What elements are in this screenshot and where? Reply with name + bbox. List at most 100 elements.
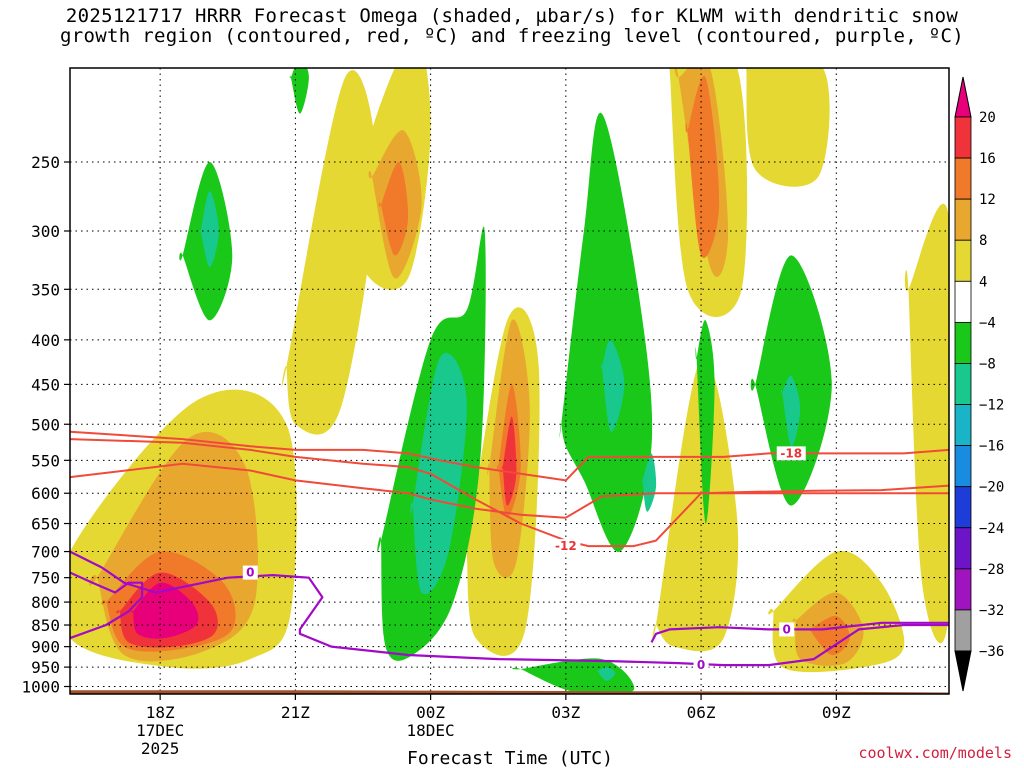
omega-region-2-1 [379,161,409,256]
omega-region-6-2 [600,339,625,432]
contour-label-4: 0 [697,658,705,672]
colorbar-label-11: −28 [979,562,1004,578]
omega-region-5-3 [559,112,653,552]
x-tick-date-18Z: 17DEC [136,721,184,740]
colorbar-label-12: −32 [979,603,1004,619]
colorbar: 20 16 12 8 4 −4 −8 −12 −16 −20 −24 −28 −32 −36 [954,76,1004,692]
y-tick-label-500: 500 [31,415,60,434]
colorbar-bin-5 [954,280,972,323]
freezing-contour-2 [650,621,949,643]
contour-label-bg-4 [693,658,709,673]
colorbar-label-5: −4 [979,315,996,331]
chart-title-line1: 2025121717 HRRR Forecast Omega (shaded, … [65,5,959,27]
x-tick-year-18Z: 2025 [141,739,180,758]
colorbar-bottom-arrow [954,650,972,692]
omega-region-0-1 [281,70,377,435]
omega-shading-layer [70,68,949,694]
colorbar-label-3: 8 [979,233,987,249]
colorbar-top-arrow [954,76,972,118]
colorbar-bin-6 [954,321,972,364]
contour-layer: -12 -18 0 0 0 [70,430,949,673]
dgz-contour-0 [70,462,949,519]
omega-region-6-0 [199,191,219,267]
dgz-contour-1 [70,438,949,548]
credit-text[interactable]: coolwx.com/models [858,744,1012,762]
x-tick-label-09Z: 09Z [822,703,851,722]
x-tick-label-00Z: 00Z [416,703,445,722]
y-tick-label-700: 700 [31,543,60,562]
omega-region-6-4 [781,375,801,447]
y-tick-label-850: 850 [31,616,60,635]
y-tick-label-600: 600 [31,484,60,503]
colorbar-label-10: −24 [979,521,1004,537]
omega-region-5-4 [695,320,715,524]
y-tick-label-950: 950 [31,658,60,677]
colorbar-label-1: 16 [979,151,996,167]
y-tick-label-450: 450 [31,375,60,394]
colorbar-bin-2 [954,157,972,200]
colorbar-bin-13 [954,609,972,652]
x-axis-label: Forecast Time (UTC) [407,748,613,768]
contour-label-0: -12 [555,539,577,553]
plot-frame [69,67,950,695]
omega-region-6-5 [596,667,616,681]
y-tick-label-800: 800 [31,593,60,612]
x-tick-label-21Z: 21Z [281,703,310,722]
omega-region-2-3 [685,75,720,259]
colorbar-bin-10 [954,486,972,529]
omega-region-3-1 [501,416,517,506]
y-tick-label-750: 750 [31,569,60,588]
colorbar-label-7: −12 [979,398,1004,414]
freezing-contour-1 [70,571,144,640]
colorbar-bin-9 [954,445,972,488]
x-tick-label-06Z: 06Z [687,703,716,722]
contour-label-bg-0 [551,539,581,554]
omega-region-6-3 [641,453,657,512]
axis-layer: 250 300 350 400 450 500 550 600 650 700 750 800 850 9… [21,153,851,758]
x-tick-label-03Z: 03Z [551,703,580,722]
omega-region-2-4 [806,615,850,656]
colorbar-bin-4 [954,239,972,282]
colorbar-bin-12 [954,568,972,611]
y-tick-label-250: 250 [31,153,60,172]
omega-region-0-5 [746,68,830,187]
x-tick-date-00Z: 18DEC [407,721,455,740]
terrain-layer [70,690,949,694]
y-tick-label-900: 900 [31,638,60,657]
freezing-contour-0 [70,550,949,667]
colorbar-label-9: −20 [979,480,1004,496]
y-tick-label-350: 350 [31,280,60,299]
colorbar-bin-11 [954,527,972,570]
contour-label-2: 0 [246,566,254,580]
omega-region-0-8 [904,204,949,644]
colorbar-label-2: 12 [979,192,996,208]
colorbar-label-6: −8 [979,356,996,372]
contour-label-bg-3 [779,622,795,637]
colorbar-label-4: 4 [979,274,987,290]
chart-title-line2: growth region (contoured, red, ºC) and f… [60,25,964,47]
y-tick-label-400: 400 [31,331,60,350]
chart-title: 2025121717 HRRR Forecast Omega (shaded, … [0,6,1024,46]
contour-label-3: 0 [783,622,791,636]
colorbar-bin-1 [954,116,972,159]
y-tick-label-550: 550 [31,451,60,470]
y-tick-label-1000: 1000 [21,678,60,697]
colorbar-bin-3 [954,198,972,241]
omega-region-5-1 [289,68,309,114]
terrain-ground [70,690,949,694]
y-tick-label-300: 300 [31,222,60,241]
contour-label-1: -18 [780,446,802,460]
x-tick-label-18Z: 18Z [146,703,175,722]
colorbar-label-0: 20 [979,110,996,126]
colorbar-label-13: −36 [979,644,1004,660]
omega-region-0-6 [651,356,739,652]
y-tick-label-650: 650 [31,515,60,534]
contour-label-bg-1 [776,446,806,461]
colorbar-bin-8 [954,404,972,447]
colorbar-label-8: −16 [979,439,1004,455]
omega-region-6-1 [410,352,467,595]
contour-label-bg-2 [242,565,258,580]
colorbar-bin-7 [954,363,972,405]
dgz-contour-2 [70,430,949,482]
